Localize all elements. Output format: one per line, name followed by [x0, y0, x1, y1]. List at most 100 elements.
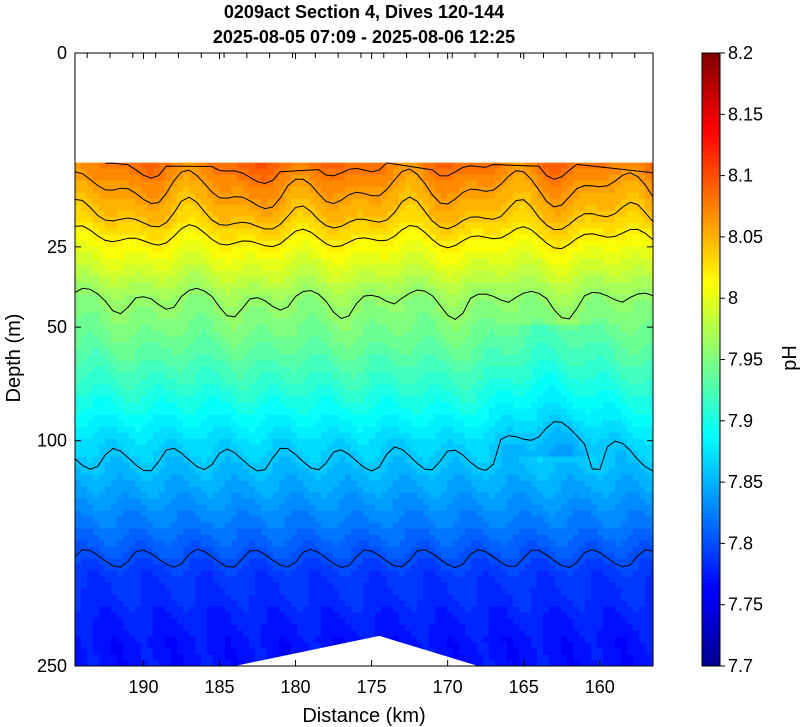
heat-cell	[369, 432, 376, 440]
heat-cell	[405, 252, 412, 260]
heat-cell	[75, 420, 82, 428]
heat-cell	[489, 456, 496, 464]
heat-cell	[135, 276, 142, 284]
heat-cell	[237, 450, 244, 458]
heat-cell	[87, 420, 94, 428]
heat-cell	[447, 312, 454, 320]
heat-cell	[573, 222, 580, 230]
heat-cell	[591, 258, 598, 266]
heat-cell	[225, 216, 232, 224]
heat-cell	[453, 246, 460, 254]
heat-cell	[363, 420, 370, 428]
heat-cell	[99, 168, 106, 176]
heat-cell	[447, 354, 454, 362]
heat-cell	[327, 444, 334, 452]
heat-cell	[519, 240, 526, 248]
heat-cell	[597, 282, 604, 290]
heat-cell	[219, 288, 226, 296]
heat-cell	[123, 396, 130, 404]
heat-cell	[441, 432, 448, 440]
heat-cell	[573, 426, 580, 434]
heat-cell	[453, 342, 460, 350]
heat-cell	[609, 174, 616, 182]
heat-cell	[465, 180, 472, 188]
heat-cell	[333, 192, 340, 200]
heat-cell	[177, 210, 184, 218]
heat-cell	[87, 336, 94, 344]
heat-cell	[411, 228, 418, 236]
heat-cell	[249, 432, 256, 440]
heat-cell	[129, 336, 136, 344]
heat-cell	[141, 186, 148, 194]
heat-cell	[363, 360, 370, 368]
heat-cell	[435, 390, 442, 398]
heat-cell	[147, 438, 154, 446]
heat-cell	[459, 270, 466, 278]
heat-cell	[183, 270, 190, 278]
heat-cell	[261, 192, 268, 200]
heat-cell	[189, 402, 196, 410]
heat-cell	[561, 258, 568, 266]
heat-cell	[93, 252, 100, 260]
heat-cell	[423, 174, 430, 182]
heat-cell	[315, 228, 322, 236]
heat-cell	[93, 204, 100, 212]
heat-cell	[519, 378, 526, 386]
heat-cell	[465, 246, 472, 254]
heat-cell	[117, 456, 124, 464]
heat-cell	[237, 252, 244, 260]
heat-cell	[579, 408, 586, 416]
heat-cell	[615, 204, 622, 212]
heat-cell	[495, 240, 502, 248]
heat-cell	[633, 204, 640, 212]
heat-cell	[477, 222, 484, 230]
heat-cell	[327, 390, 334, 398]
heat-cell	[609, 360, 616, 368]
heat-cell	[93, 390, 100, 398]
heat-cell	[333, 222, 340, 230]
heat-cell	[495, 456, 502, 464]
heat-cell	[153, 390, 160, 398]
heat-cell	[411, 378, 418, 386]
heat-cell	[531, 336, 538, 344]
heat-cell	[489, 450, 496, 458]
heat-cell	[531, 198, 538, 206]
heat-cell	[441, 408, 448, 416]
heat-cell	[633, 162, 640, 170]
heat-cell	[375, 402, 382, 410]
heat-cell	[333, 414, 340, 422]
heat-cell	[531, 324, 538, 332]
heat-cell	[471, 174, 478, 182]
heat-cell	[369, 234, 376, 242]
heat-cell	[651, 240, 653, 248]
heat-cell	[237, 318, 244, 326]
heat-cell	[369, 450, 376, 458]
heat-cell	[279, 408, 286, 416]
heat-cell	[87, 438, 94, 446]
heat-cell	[459, 372, 466, 380]
heat-cell	[171, 174, 178, 182]
heat-cell	[309, 468, 316, 476]
heat-cell	[243, 162, 250, 170]
heat-cell	[345, 402, 352, 410]
heat-cell	[213, 348, 220, 356]
heat-cell	[297, 372, 304, 380]
heat-cell	[213, 222, 220, 230]
heat-cell	[477, 198, 484, 206]
heat-cell	[279, 456, 286, 464]
heat-cell	[501, 348, 508, 356]
heat-cell	[441, 396, 448, 404]
heat-cell	[345, 258, 352, 266]
heat-cell	[639, 354, 646, 362]
heat-cell	[99, 318, 106, 326]
heat-cell	[147, 396, 154, 404]
heat-cell	[117, 228, 124, 236]
heat-cell	[405, 420, 412, 428]
heat-cell	[381, 216, 388, 224]
heat-cell	[627, 336, 634, 344]
heat-cell	[561, 168, 568, 176]
heat-cell	[81, 246, 88, 254]
heat-cell	[207, 282, 214, 290]
heat-cell	[111, 384, 118, 392]
heat-cell	[81, 390, 88, 398]
